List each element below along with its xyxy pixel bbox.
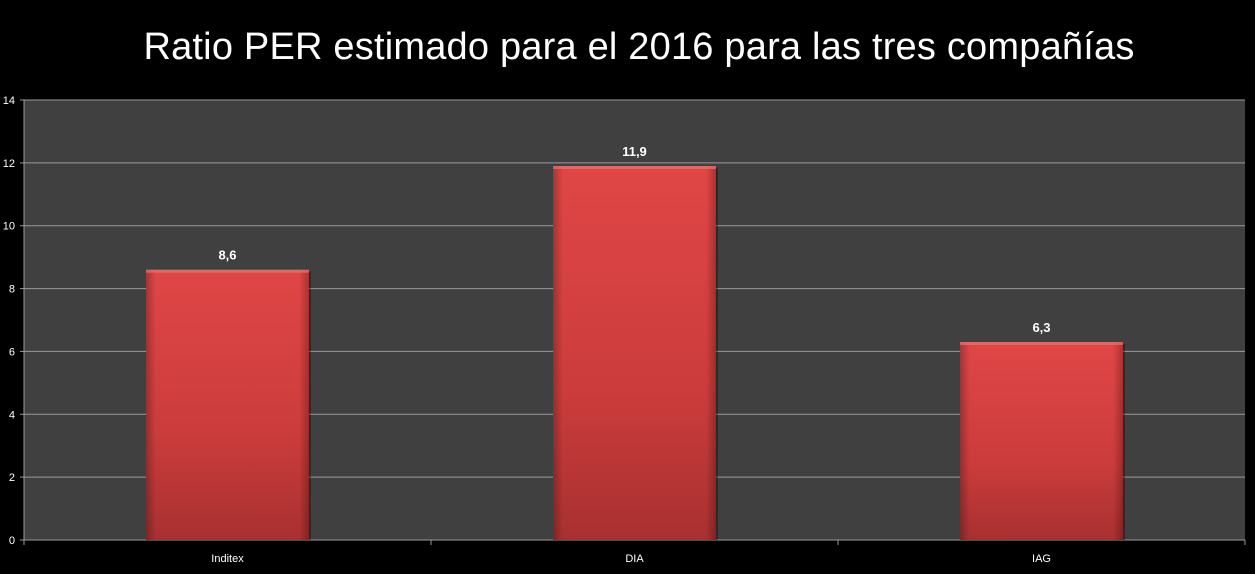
x-tick-label: IAG	[1032, 553, 1051, 565]
y-tick-label: 4	[9, 409, 15, 421]
data-label: 6,3	[1032, 320, 1050, 335]
y-tick-label: 6	[9, 346, 15, 358]
data-label: 8,6	[218, 248, 236, 263]
y-tick-label: 0	[9, 535, 15, 547]
x-tick-label: Inditex	[211, 553, 244, 565]
bar-shading	[146, 269, 309, 540]
x-tick-label: DIA	[625, 553, 644, 565]
y-tick-label: 2	[9, 472, 15, 484]
bar-top-highlight	[960, 342, 1123, 345]
bar-shading	[553, 166, 716, 540]
y-tick-label: 10	[3, 221, 15, 233]
y-tick-label: 12	[3, 158, 15, 170]
data-label: 11,9	[622, 144, 647, 159]
bar-shading	[960, 342, 1123, 540]
chart-title: Ratio PER estimado para el 2016 para las…	[143, 26, 1135, 68]
bar-top-highlight	[146, 269, 309, 273]
y-tick-label: 8	[9, 284, 15, 296]
bar-top-highlight	[553, 166, 716, 169]
y-tick-label: 14	[3, 95, 15, 107]
